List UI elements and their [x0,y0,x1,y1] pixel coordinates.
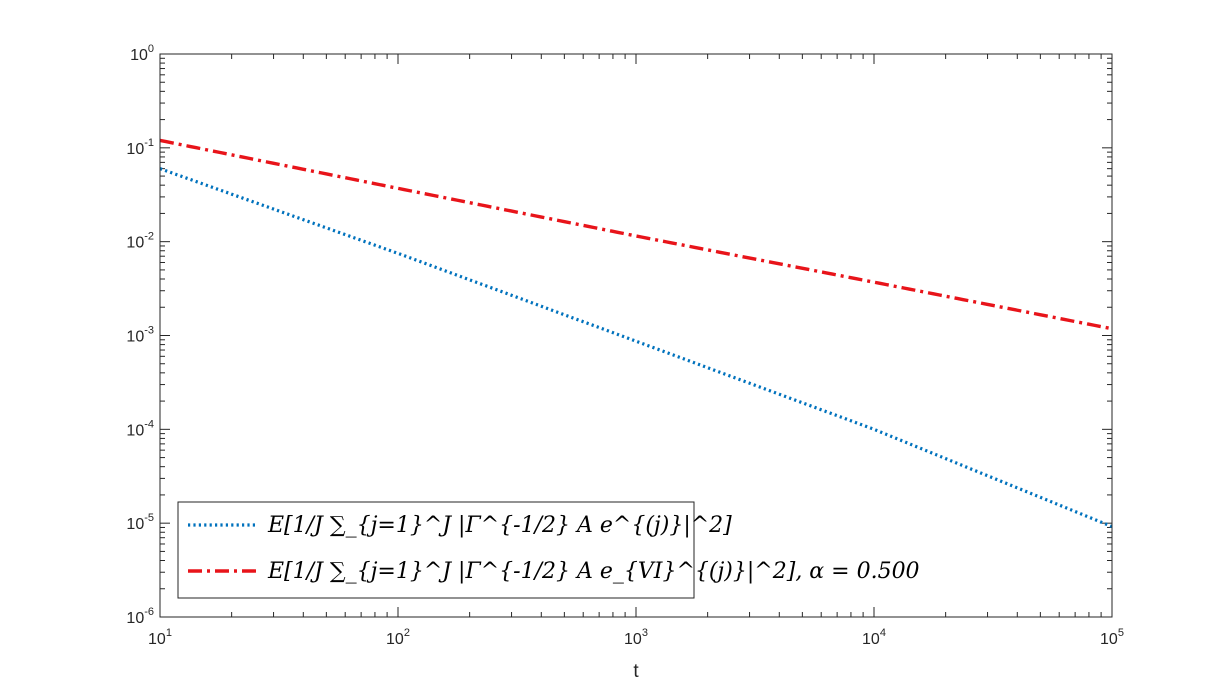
y-tick-label: 100 [130,43,154,64]
x-tick-label: 103 [624,627,648,648]
y-tick-label: 10-4 [126,418,154,439]
x-tick-label: 102 [386,627,410,648]
x-tick-label: 105 [1100,627,1124,648]
y-tick-label: 10-5 [126,512,154,533]
series-line-1 [159,167,1113,529]
x-tick-label: 101 [148,627,172,648]
x-tick-labels: 101 102 103 104 105 [148,627,1124,648]
minor-ticks [160,54,1112,617]
y-tick-label: 10-1 [126,137,154,158]
legend-entry-series-1: E[1/J ∑_{j=1}^J |Γ^{-1/2} A e^{(j)}|^2] [267,513,732,538]
legend-entry-series-2: E[1/J ∑_{j=1}^J |Γ^{-1/2} A e_{VI}^{(j)}… [267,559,920,584]
y-tick-label: 10-6 [126,606,154,627]
y-tick-labels: 100 10-1 10-2 10-3 10-4 10-5 10-6 [126,43,154,627]
x-tick-label: 104 [862,627,886,648]
y-tick-label: 10-2 [126,231,154,252]
legend: E[1/J ∑_{j=1}^J |Γ^{-1/2} A e^{(j)}|^2] … [177,501,920,599]
legend-box [177,501,695,599]
series-layer [159,138,1113,529]
y-tick-label: 10-3 [126,325,154,346]
x-axis-label: t [633,661,639,682]
plot-frame [159,53,1113,618]
